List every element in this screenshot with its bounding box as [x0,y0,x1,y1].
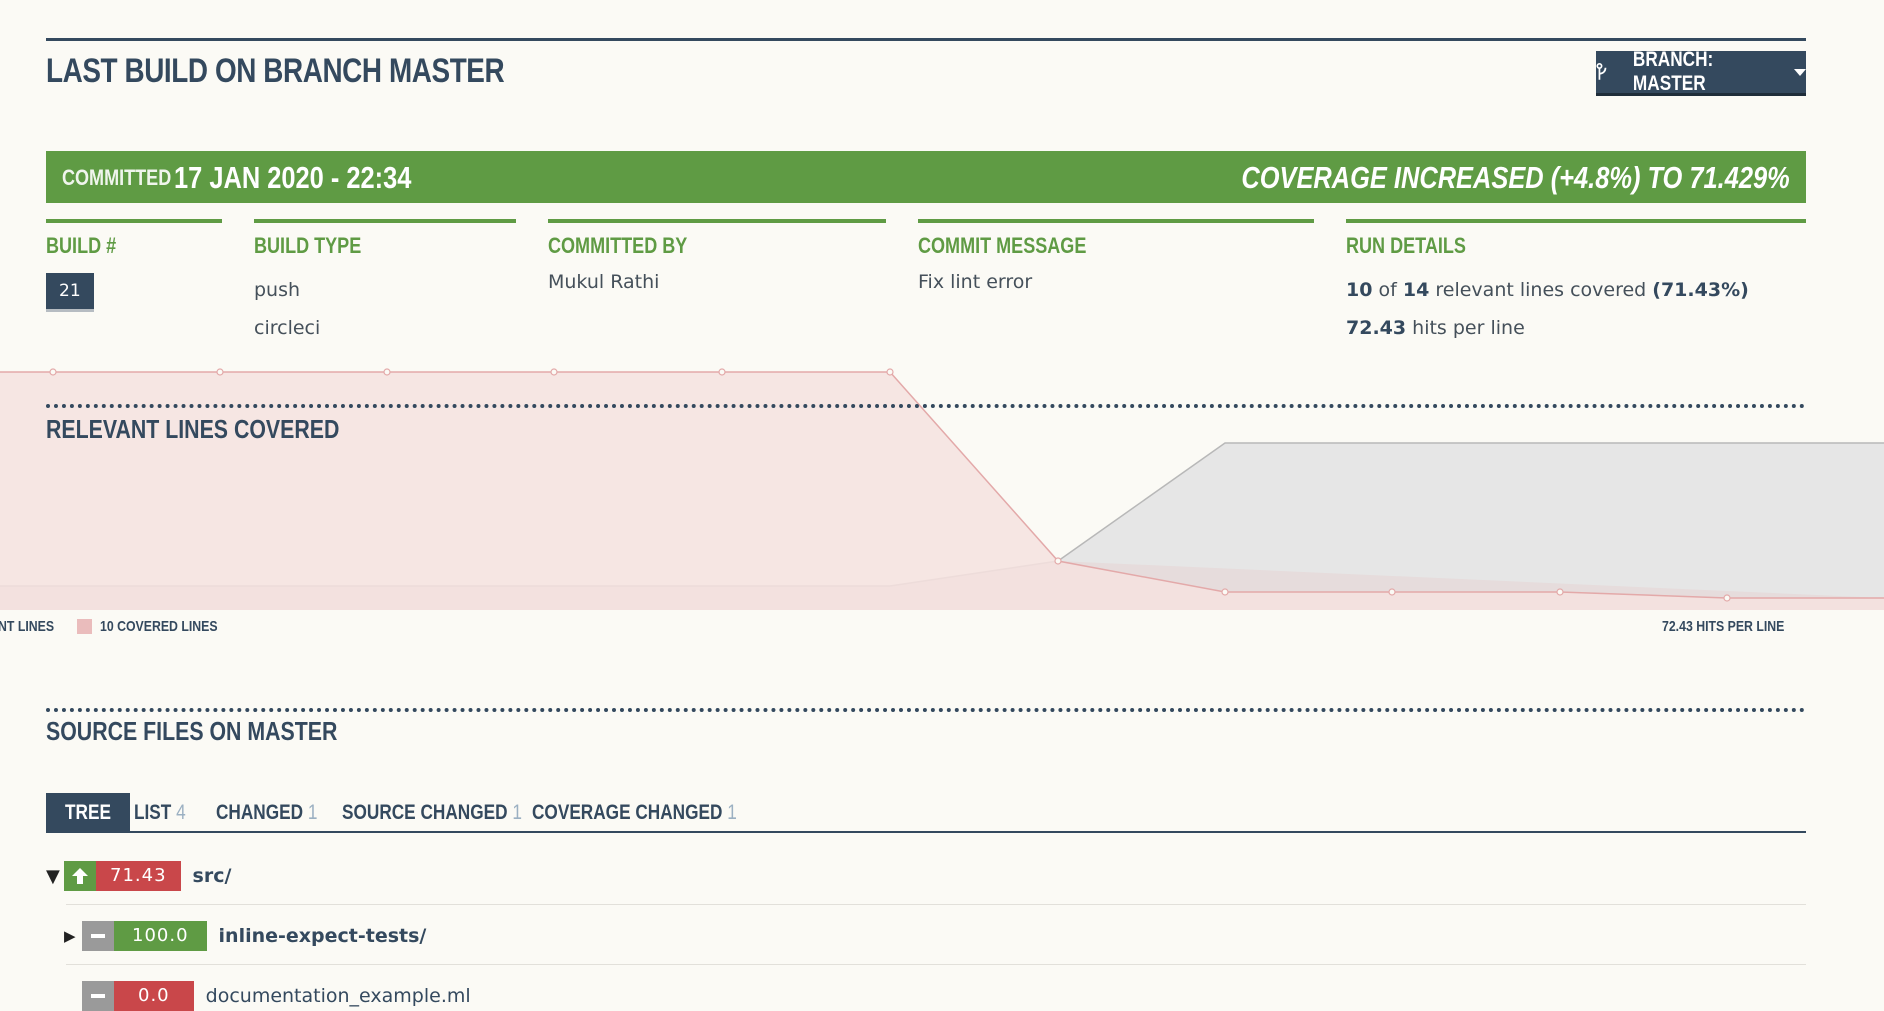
coverage-unchanged-icon [82,981,114,1011]
chevron-down-icon [1794,68,1806,76]
committer-name: Mukul Rathi [548,271,660,293]
row-divider [66,964,1806,965]
chart-point[interactable] [1723,594,1731,602]
legend-covered-lines: 10 COVERED LINES [100,618,218,635]
build-type-event: push [254,279,301,301]
tab-source-changed[interactable]: SOURCE CHANGED 1 [342,801,522,824]
hits-per-line-area [1058,443,1884,610]
build-type-column: BUILD TYPE push circleci [254,219,516,347]
commit-message-column: COMMIT MESSAGE Fix lint error [918,219,1314,301]
run-details-column: RUN DETAILS 10 of 14 relevant lines cove… [1346,219,1806,347]
build-type-label: BUILD TYPE [254,233,362,258]
tab-list[interactable]: LIST 4 [134,801,186,824]
build-status-bar: COMMITTED 17 JAN 2020 - 22:34 COVERAGE I… [46,151,1806,203]
expand-triangle-icon[interactable]: ▶ [64,927,76,945]
tree-row-inline-expect-tests[interactable]: ▶ 100.0 inline-expect-tests/ [64,921,426,951]
chart-point[interactable] [886,368,894,376]
tree-row-src[interactable]: ▼ 71.43 src/ [46,861,231,891]
hits-per-line-summary: 72.43 hits per line [1346,317,1525,339]
page-title: LAST BUILD ON BRANCH MASTER [46,52,505,90]
chart-point[interactable] [383,368,391,376]
legend-relevant-lines: NT LINES [0,618,55,635]
committed-by-label: COMMITTED BY [548,233,688,258]
tabs-underline [46,831,1806,833]
chart-point[interactable] [718,368,726,376]
chart-point[interactable] [1221,588,1229,596]
covered-lines-area [0,372,1884,610]
source-files-title: SOURCE FILES ON MASTER [46,716,338,746]
coverage-percent-badge: 71.43 [96,861,181,891]
row-divider [66,904,1806,905]
tab-changed[interactable]: CHANGED 1 [216,801,318,824]
chart-point[interactable] [1556,588,1564,596]
source-section-divider [46,708,1806,712]
tab-coverage-changed[interactable]: COVERAGE CHANGED 1 [532,801,737,824]
commit-message-label: COMMIT MESSAGE [918,233,1087,258]
coverage-unchanged-icon [82,921,114,951]
tab-tree[interactable]: TREE [46,793,131,831]
header-rule [46,38,1806,41]
chart-point[interactable] [550,368,558,376]
collapse-triangle-icon[interactable]: ▼ [46,865,60,887]
committed-by-column: COMMITTED BY Mukul Rathi [548,219,886,301]
chart-section-divider [46,404,1806,408]
chart-point[interactable] [1054,557,1062,565]
legend-covered-swatch [77,619,92,634]
commit-message-text[interactable]: Fix lint error [918,271,1033,293]
run-details-label: RUN DETAILS [1346,233,1466,258]
chart-point[interactable] [1388,588,1396,596]
committed-label: COMMITTED [62,165,172,190]
tree-item-name[interactable]: inline-expect-tests/ [218,925,427,947]
build-number-label: BUILD # [46,233,117,258]
tree-item-name[interactable]: src/ [192,865,232,887]
chart-point[interactable] [216,368,224,376]
build-type-service: circleci [254,317,321,339]
coverage-change: COVERAGE INCREASED (+4.8%) TO 71.429% [1241,160,1790,195]
build-number-badge[interactable]: 21 [46,273,94,312]
relevant-lines-summary: 10 of 14 relevant lines covered (71.43%) [1346,279,1749,301]
branch-button-label: BRANCH: MASTER [1632,48,1714,95]
tree-row-documentation-example[interactable]: 0.0 documentation_example.ml [82,981,471,1011]
chart-point[interactable] [49,368,57,376]
coverage-percent-badge: 0.0 [114,981,194,1011]
tree-item-name[interactable]: documentation_example.ml [205,985,471,1007]
legend-hits-per-line: 72.43 HITS PER LINE [1662,618,1785,635]
coverage-up-icon [64,861,96,891]
commit-datetime: 17 JAN 2020 - 22:34 [174,160,412,195]
chart-title: RELEVANT LINES COVERED [46,414,340,444]
build-number-column: BUILD # 21 [46,219,222,312]
git-branch-icon [1596,62,1607,80]
branch-dropdown-button[interactable]: BRANCH: MASTER [1596,48,1806,96]
hits-per-line-line [1057,442,1884,562]
coverage-percent-badge: 100.0 [114,921,207,951]
coverage-history-chart [0,368,1884,610]
